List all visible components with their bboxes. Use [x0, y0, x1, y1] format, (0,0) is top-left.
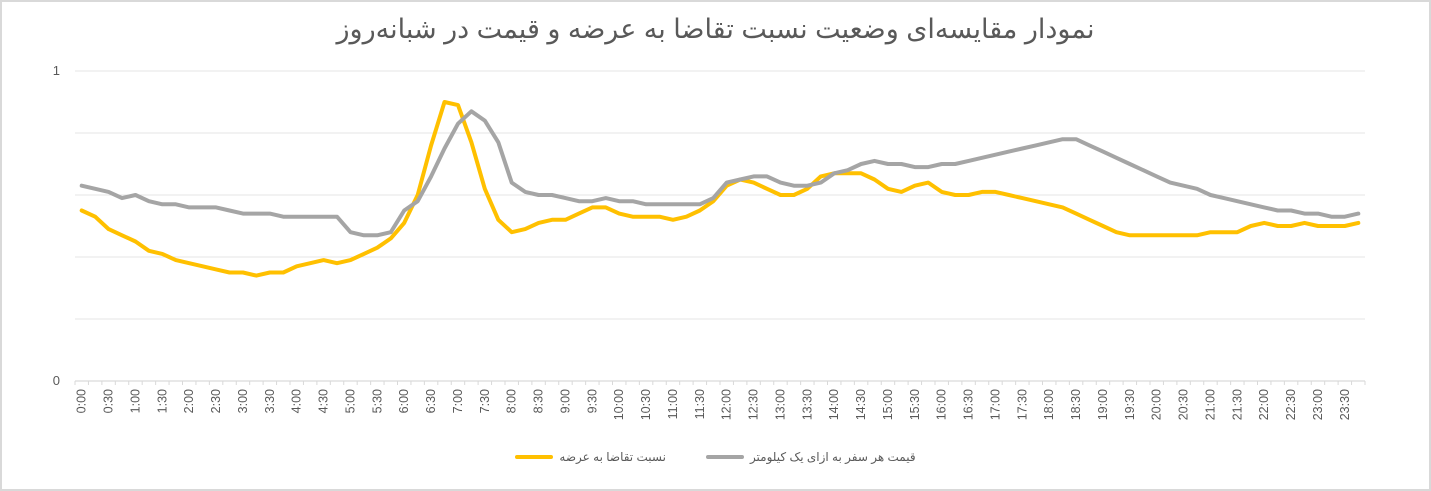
- y-tick-label: 1: [53, 63, 60, 78]
- x-tick-label: 1:30: [155, 389, 169, 413]
- y-axis: 01: [53, 63, 60, 388]
- y-tick-label: 0: [53, 373, 60, 388]
- x-tick-label: 17:30: [1015, 389, 1029, 420]
- chart-title: نمودار مقایسه‌ای وضعیت نسبت تقاضا به عرض…: [336, 14, 1095, 44]
- x-axis: 0:00 0:30 1:00 1:30 2:00 2:30 3:00 3:30 4:00 4:30…: [74, 380, 1366, 420]
- x-tick-label: 14:00: [827, 389, 841, 420]
- x-tick-label: 20:00: [1150, 389, 1164, 420]
- x-tick-label: 4:00: [290, 389, 304, 413]
- x-tick-label: 16:30: [962, 389, 976, 420]
- x-tick-label: 11:00: [666, 389, 680, 419]
- x-tick-label: 8:30: [532, 389, 546, 413]
- x-tick-label: 15:00: [881, 389, 895, 420]
- x-tick-label: 19:00: [1096, 389, 1110, 420]
- x-tick-label: 7:30: [478, 389, 492, 413]
- x-tick-label: 1:00: [128, 389, 142, 413]
- x-tick-label: 0:00: [75, 389, 89, 413]
- x-tick-label: 10:00: [612, 389, 626, 420]
- series-lines: [79, 100, 1361, 278]
- x-tick-label: 21:30: [1230, 389, 1244, 420]
- x-tick-label: 12:00: [720, 389, 734, 420]
- legend: قیمت هر سفر به ازای یک کیلومتر نسبت تقاض…: [0, 450, 1431, 464]
- x-tick-label: 9:00: [558, 389, 572, 413]
- x-tick-label: 23:00: [1311, 389, 1325, 420]
- x-tick-label: 21:00: [1203, 389, 1217, 420]
- x-tick-label: 16:00: [935, 389, 949, 420]
- legend-label-ratio: نسبت تقاضا به عرضه: [559, 450, 666, 464]
- legend-label-price: قیمت هر سفر به ازای یک کیلومتر: [749, 450, 916, 464]
- legend-swatch-yellow-icon: [515, 455, 554, 459]
- x-tick-label: 18:00: [1042, 389, 1056, 420]
- x-tick-label: 14:30: [854, 389, 868, 420]
- x-tick-label: 20:30: [1177, 389, 1191, 420]
- legend-item-price: قیمت هر سفر به ازای یک کیلومتر: [705, 450, 916, 464]
- x-tick-label: 4:30: [317, 389, 331, 413]
- x-tick-label: 22:00: [1257, 389, 1271, 420]
- x-tick-label: 7:00: [451, 389, 465, 413]
- x-tick-label: 22:30: [1284, 389, 1298, 420]
- x-tick-label: 23:30: [1338, 389, 1352, 420]
- legend-item-ratio: نسبت تقاضا به عرضه: [515, 450, 666, 464]
- x-tick-label: 3:30: [263, 389, 277, 413]
- legend-swatch-gray-icon: [705, 455, 744, 459]
- x-tick-label: 11:30: [693, 389, 707, 419]
- x-tick-label: 18:30: [1069, 389, 1083, 420]
- x-tick-label: 5:30: [370, 389, 384, 413]
- x-tick-label: 6:00: [397, 389, 411, 413]
- x-tick-label: 2:30: [209, 389, 223, 413]
- x-tick-label: 15:30: [908, 389, 922, 420]
- x-tick-label: 10:30: [639, 389, 653, 420]
- x-tick-label: 13:00: [773, 389, 787, 420]
- x-tick-label: 5:00: [343, 389, 357, 413]
- x-tick-label: 6:30: [424, 389, 438, 413]
- x-tick-label: 0:30: [102, 389, 116, 413]
- series-line-price: [79, 109, 1361, 238]
- x-tick-label: 12:30: [747, 389, 761, 420]
- x-tick-label: 3:00: [236, 389, 250, 413]
- x-tick-label: 17:00: [988, 389, 1002, 420]
- x-tick-label: 13:30: [800, 389, 814, 420]
- x-tick-label: 2:00: [182, 389, 196, 413]
- series-line-ratio: [79, 100, 1361, 278]
- x-tick-label: 8:00: [505, 389, 519, 413]
- x-tick-label: 19:30: [1123, 389, 1137, 420]
- x-tick-label: 9:30: [585, 389, 599, 413]
